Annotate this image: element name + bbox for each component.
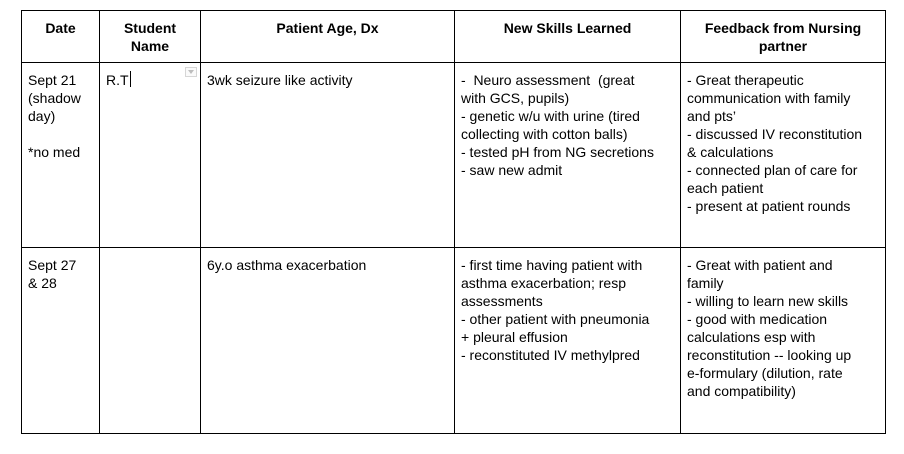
student-name-value: R.T xyxy=(106,72,129,88)
header-feedback[interactable]: Feedback from Nursing partner xyxy=(680,10,886,63)
cell-feedback[interactable]: - Great therapeutic communication with f… xyxy=(680,62,886,248)
feedback-line: - Great therapeutic xyxy=(687,72,804,88)
header-patient[interactable]: Patient Age, Dx xyxy=(200,10,455,63)
skills-line: - tested pH from NG secretions xyxy=(461,144,654,160)
feedback-line: - connected plan of care for xyxy=(687,162,858,178)
skills-line: assessments xyxy=(461,293,543,309)
cell-date[interactable]: Sept 27 & 28 xyxy=(21,247,100,434)
date-line: Sept 21 xyxy=(28,72,77,88)
date-line: & 28 xyxy=(28,275,57,291)
header-skills[interactable]: New Skills Learned xyxy=(454,10,681,63)
feedback-line: - willing to learn new skills xyxy=(687,293,849,309)
cell-patient[interactable]: 6y.o asthma exacerbation xyxy=(200,247,455,434)
skills-line: - other patient with pneumonia xyxy=(461,311,650,327)
header-feedback-label-line-1: Feedback from Nursing xyxy=(704,20,862,36)
text-cursor xyxy=(129,71,131,87)
header-date[interactable]: Date xyxy=(21,10,100,63)
skills-line: - reconstituted IV methylpred xyxy=(461,347,640,363)
skills-line: - Neuro assessment (great xyxy=(461,72,635,88)
table-row: Sept 21 (shadow day) *no med R.T 3wk sei… xyxy=(21,62,886,248)
feedback-line: - present at patient rounds xyxy=(687,198,851,214)
feedback-line: communication with family xyxy=(687,90,851,106)
header-skills-label: New Skills Learned xyxy=(503,20,632,36)
cell-student-active[interactable]: R.T xyxy=(99,62,201,248)
header-student-name[interactable]: Student Name xyxy=(99,10,201,63)
chevron-down-icon[interactable] xyxy=(185,67,197,77)
skills-line: + pleural effusion xyxy=(461,329,568,345)
feedback-line: reconstitution -- looking up xyxy=(687,347,852,363)
feedback-line: family xyxy=(687,275,724,291)
feedback-line: - discussed IV reconstitution xyxy=(687,126,863,142)
date-line: (shadow xyxy=(28,90,81,106)
feedback-line: - Great with patient and xyxy=(687,257,833,273)
patient-value: 6y.o asthma exacerbation xyxy=(207,257,367,273)
cell-skills[interactable]: - Neuro assessment (great with GCS, pupi… xyxy=(454,62,681,248)
date-note: *no med xyxy=(28,144,81,160)
cell-date[interactable]: Sept 21 (shadow day) *no med xyxy=(21,62,100,248)
header-feedback-label-line-2: partner xyxy=(758,38,808,54)
table-row: Sept 27 & 28 6y.o asthma exacerbation - … xyxy=(21,247,886,434)
header-student-label-line-2: Name xyxy=(130,38,170,54)
skills-line: asthma exacerbation; resp xyxy=(461,275,626,291)
feedback-line: and pts’ xyxy=(687,108,737,124)
feedback-line: - good with medication xyxy=(687,311,828,327)
skills-line: collecting with cotton balls) xyxy=(461,126,628,142)
header-student-label-line-1: Student xyxy=(123,20,177,36)
feedback-line: calculations esp with xyxy=(687,329,816,345)
cell-feedback[interactable]: - Great with patient and family - willin… xyxy=(680,247,886,434)
cell-student[interactable] xyxy=(99,247,201,434)
feedback-line: and compatibility) xyxy=(687,383,796,399)
skills-line: - genetic w/u with urine (tired xyxy=(461,108,640,124)
cell-patient[interactable]: 3wk seizure like activity xyxy=(200,62,455,248)
clinical-log-table: Date Student Name Patient Age, Dx New Sk… xyxy=(21,10,886,434)
date-line: Sept 27 xyxy=(28,257,77,273)
feedback-line: each patient xyxy=(687,180,764,196)
skills-line: - first time having patient with xyxy=(461,257,643,273)
header-patient-label: Patient Age, Dx xyxy=(276,20,379,36)
feedback-line: & calculations xyxy=(687,144,774,160)
header-date-label: Date xyxy=(45,20,76,36)
cell-skills[interactable]: - first time having patient with asthma … xyxy=(454,247,681,434)
skills-line: - saw new admit xyxy=(461,162,563,178)
patient-value: 3wk seizure like activity xyxy=(207,72,353,88)
header-row: Date Student Name Patient Age, Dx New Sk… xyxy=(21,10,886,63)
skills-line: with GCS, pupils) xyxy=(461,90,570,106)
feedback-line: e-formulary (dilution, rate xyxy=(687,365,843,381)
date-line: day) xyxy=(28,108,56,124)
